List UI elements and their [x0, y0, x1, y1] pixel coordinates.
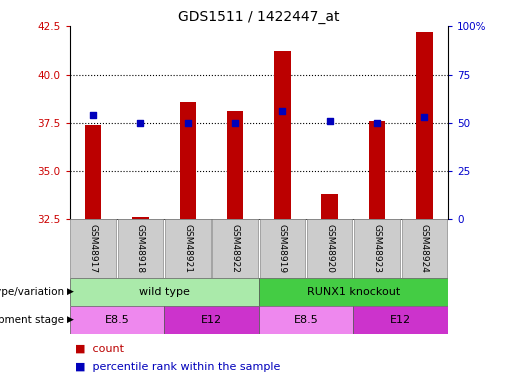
Bar: [227, 111, 244, 219]
Bar: [416, 32, 433, 219]
Text: ■  percentile rank within the sample: ■ percentile rank within the sample: [75, 363, 280, 372]
Text: ▶: ▶: [67, 287, 74, 296]
Text: ▶: ▶: [67, 315, 74, 324]
Text: genotype/variation: genotype/variation: [0, 286, 64, 297]
Bar: [402, 219, 447, 278]
Text: GSM48924: GSM48924: [420, 224, 429, 273]
Bar: [259, 306, 353, 334]
Text: GSM48921: GSM48921: [183, 224, 192, 273]
Bar: [70, 306, 164, 334]
Bar: [259, 278, 448, 306]
Text: GSM48917: GSM48917: [89, 224, 98, 273]
Bar: [71, 219, 116, 278]
Title: GDS1511 / 1422447_at: GDS1511 / 1422447_at: [178, 10, 339, 24]
Point: [420, 114, 428, 120]
Bar: [118, 219, 163, 278]
Point: [373, 120, 381, 126]
Text: E12: E12: [390, 315, 411, 325]
Text: E8.5: E8.5: [294, 315, 318, 325]
Point: [184, 120, 192, 126]
Text: E8.5: E8.5: [105, 315, 129, 325]
Text: GSM48919: GSM48919: [278, 224, 287, 273]
Text: GSM48922: GSM48922: [231, 224, 239, 273]
Bar: [164, 306, 259, 334]
Text: GSM48920: GSM48920: [325, 224, 334, 273]
Text: wild type: wild type: [139, 286, 190, 297]
Point: [136, 120, 145, 126]
Bar: [369, 121, 385, 219]
Text: development stage: development stage: [0, 315, 64, 325]
Bar: [180, 102, 196, 219]
Point: [325, 118, 334, 124]
Bar: [132, 217, 149, 219]
Bar: [212, 219, 258, 278]
Text: RUNX1 knockout: RUNX1 knockout: [307, 286, 400, 297]
Text: E12: E12: [201, 315, 222, 325]
Bar: [353, 306, 448, 334]
Text: ■  count: ■ count: [75, 344, 124, 354]
Point: [278, 108, 286, 114]
Bar: [165, 219, 211, 278]
Bar: [260, 219, 305, 278]
Bar: [307, 219, 352, 278]
Bar: [85, 125, 101, 219]
Bar: [274, 51, 291, 219]
Bar: [70, 278, 259, 306]
Text: GSM48918: GSM48918: [136, 224, 145, 273]
Text: GSM48923: GSM48923: [372, 224, 382, 273]
Point: [231, 120, 239, 126]
Bar: [354, 219, 400, 278]
Bar: [321, 194, 338, 219]
Point: [89, 112, 97, 118]
